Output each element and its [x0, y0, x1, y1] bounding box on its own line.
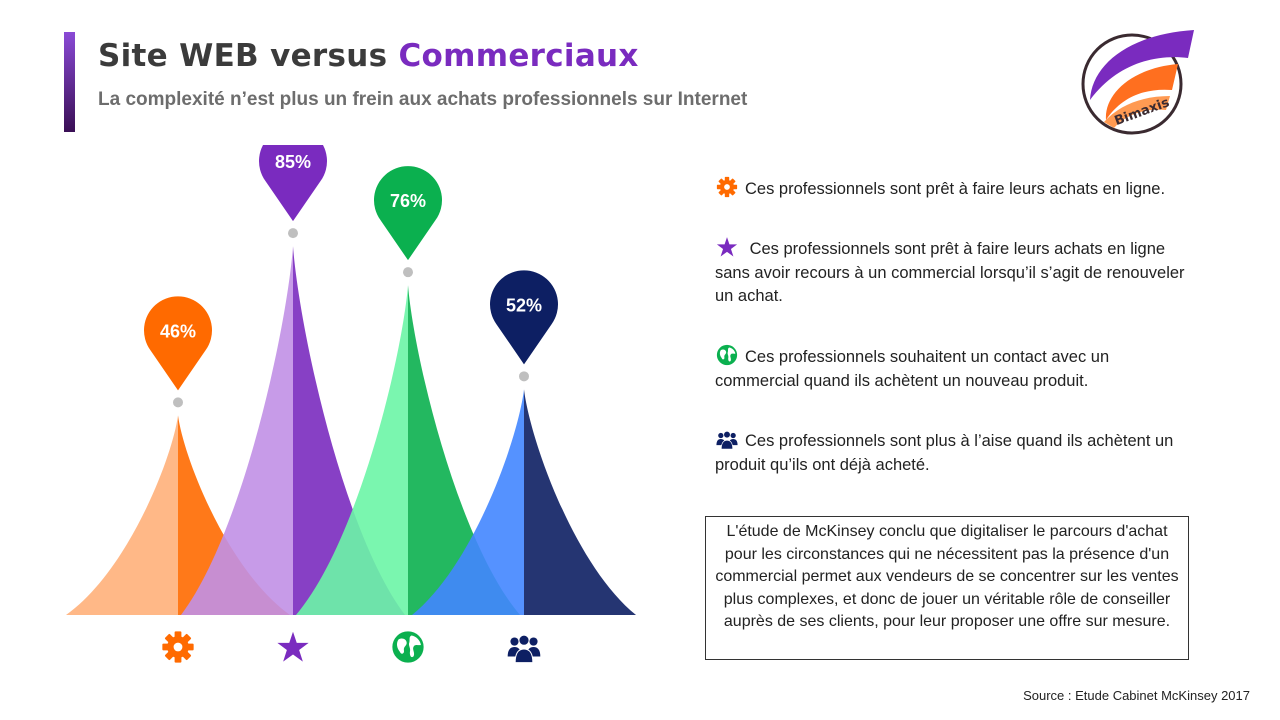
source-citation: Source : Etude Cabinet McKinsey 2017 [1023, 688, 1250, 703]
value-pins: 46% 85% 76% 52% [144, 145, 558, 408]
legend-text-0: Ces professionnels sont prêt à faire leu… [745, 180, 1166, 198]
pin-1-label: 85% [275, 152, 311, 172]
pin-2-dot [403, 267, 413, 278]
spike-3-right [524, 389, 636, 615]
star-icon [277, 631, 309, 662]
title-prefix: Site WEB versus [98, 38, 388, 74]
legend-item-2: Ces professionnels souhaitent un contact… [715, 344, 1185, 393]
spike-0-left [66, 415, 178, 615]
legend-item-1: Ces professionnels sont prêt à faire leu… [715, 236, 1185, 309]
title-accent-bar [64, 32, 75, 132]
mckinsey-note-box: L'étude de McKinsey conclu que digitalis… [705, 516, 1189, 660]
legend-text-2: Ces professionnels souhaitent un contact… [715, 348, 1110, 390]
pin-3-label: 52% [506, 295, 542, 315]
title-accent: Commerciaux [398, 38, 639, 74]
gear-icon [715, 176, 739, 198]
legend-text-3: Ces professionnels sont plus à l’aise qu… [715, 432, 1174, 474]
spike-1-left [181, 246, 293, 615]
globe-icon [392, 631, 424, 663]
star-icon [715, 236, 739, 258]
bimaxis-logo: Bimaxis [1070, 20, 1200, 140]
pin-1-marker [259, 145, 327, 222]
pin-0-label: 46% [160, 321, 196, 341]
pin-0-marker [144, 296, 212, 391]
legend-item-0: Ces professionnels sont prêt à faire leu… [715, 176, 1185, 202]
pin-0-dot [173, 397, 183, 408]
legend-text-1: Ces professionnels sont prêt à faire leu… [715, 240, 1185, 305]
pin-2-marker [374, 166, 443, 261]
area-spikes [66, 246, 636, 615]
page-subtitle: La complexité n’est plus un frein aux ac… [98, 89, 748, 110]
pin-3-marker [490, 270, 558, 365]
pin-1-dot [288, 228, 298, 239]
pin-3-dot [519, 371, 529, 382]
category-icons [162, 631, 541, 664]
gear-icon [162, 631, 194, 663]
people-icon [715, 428, 739, 450]
spike-2-left [296, 285, 408, 615]
spike-3-left [412, 389, 524, 615]
pin-2-label: 76% [390, 191, 426, 211]
page-title: Site WEB versus Commerciaux [98, 38, 639, 74]
globe-icon [715, 344, 739, 366]
legend-item-3: Ces professionnels sont plus à l’aise qu… [715, 428, 1185, 477]
spike-1-right [293, 246, 405, 615]
spike-0-right [178, 415, 290, 615]
people-icon [507, 634, 541, 664]
spike-2-right [408, 285, 520, 615]
percentage-area-chart: 46% 85% 76% 52% [66, 145, 636, 664]
